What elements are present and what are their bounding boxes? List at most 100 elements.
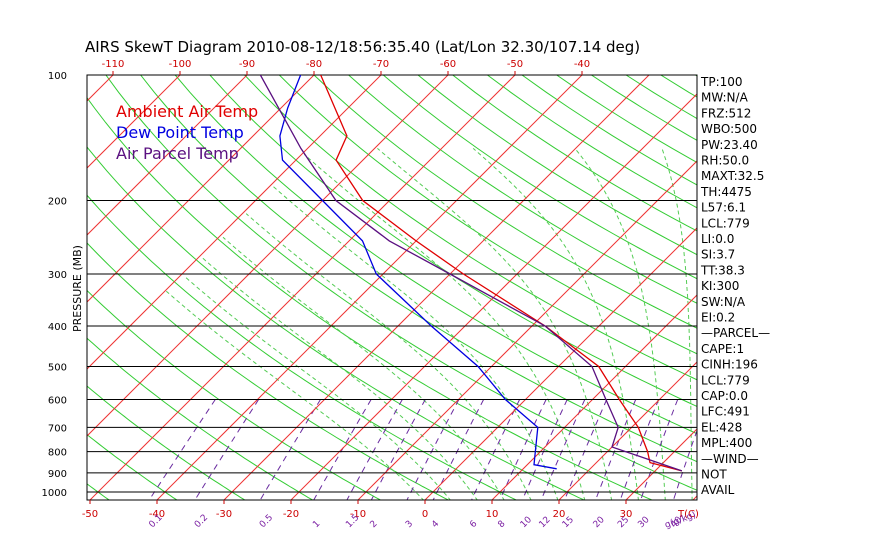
bottom-temp-label: -30 [216, 509, 232, 520]
mixing-ratio-label: 6 [468, 519, 479, 530]
index-label: CAP:0.0 [701, 389, 748, 403]
bottom-temp-label: 0 [422, 509, 428, 520]
profile-dew-point-temp [279, 75, 557, 470]
index-label: LFC:491 [701, 405, 750, 419]
top-temp-label: -100 [169, 59, 192, 70]
top-temp-label: -50 [507, 59, 523, 70]
index-label: MAXT:32.5 [701, 169, 764, 183]
index-label: L57:6.1 [701, 201, 746, 215]
dry-adiabat [174, 75, 697, 435]
isotherm [0, 70, 51, 505]
pressure-tick-label: 200 [48, 197, 67, 208]
mixing-ratio-label: 12 [538, 515, 553, 530]
pressure-tick-label: 800 [48, 448, 67, 459]
dry-adiabat [140, 75, 697, 463]
top-temp-label: -110 [102, 59, 125, 70]
mixing-ratio-line [595, 399, 637, 500]
index-label: CAPE:1 [701, 342, 744, 356]
isotherm [357, 160, 697, 500]
mixing-ratio-line [194, 399, 260, 500]
isotherm [87, 75, 382, 370]
isotherm [87, 75, 449, 437]
dry-adiabat [660, 75, 697, 98]
top-temp-label: -70 [373, 59, 389, 70]
moist-adiabat [165, 290, 425, 500]
bottom-temp-label: -50 [82, 509, 98, 520]
mixing-ratio-label: 2 [369, 519, 380, 530]
index-label: KI:300 [701, 279, 739, 293]
dry-adiabat [87, 385, 246, 500]
index-label: TH:4475 [700, 185, 752, 199]
moist-adiabat [222, 236, 505, 500]
legend-entry: Dew Point Temp [116, 123, 244, 142]
moist-adiabat [272, 186, 559, 500]
dry-adiabat [278, 75, 697, 355]
isotherm [156, 75, 583, 500]
dry-adiabat [244, 75, 697, 381]
dry-adiabat [87, 96, 654, 500]
dry-adiabat [209, 75, 697, 407]
index-label: MPL:400 [701, 436, 752, 450]
index-label: EL:428 [701, 420, 742, 434]
mixing-ratio-line [564, 399, 608, 500]
dry-adiabat [87, 146, 586, 500]
mixing-ratio-line [499, 399, 547, 500]
pressure-tick-label: 600 [48, 395, 67, 406]
index-label: MW:N/A [701, 91, 749, 105]
index-label: TT:38.3 [700, 263, 745, 277]
dry-adiabat [87, 483, 110, 500]
top-temp-label: -80 [306, 59, 322, 70]
isotherm [89, 75, 516, 500]
mixing-ratio-line [370, 399, 426, 500]
legend-entry: Ambient Air Temp [116, 102, 258, 121]
grid-lines [0, 70, 870, 505]
mixing-ratio-line [619, 399, 660, 500]
dry-adiabat [105, 75, 697, 491]
mixing-ratio-label: 30 [636, 515, 651, 530]
pressure-tick-label: 1000 [42, 488, 67, 499]
mixing-ratio-line [406, 399, 460, 500]
pressure-tick-label: 900 [48, 469, 67, 480]
mixing-ratio-label: 1 [311, 519, 322, 530]
top-temp-label: -90 [239, 59, 255, 70]
pressure-tick-label: 500 [48, 362, 67, 373]
pressure-tick-label: 300 [48, 270, 67, 281]
index-label: WBO:500 [701, 122, 757, 136]
mixing-ratio-label: 8 [496, 519, 507, 530]
dry-adiabat [87, 194, 518, 500]
bottom-temp-label: -10 [350, 509, 366, 520]
index-label: FRZ:512 [701, 106, 751, 120]
dry-adiabat [487, 75, 697, 209]
isotherm [558, 361, 697, 500]
mixing-ratio-line [313, 399, 372, 500]
plot-frame [86, 74, 698, 501]
isotherm [822, 70, 870, 505]
top-temp-label: -40 [574, 59, 590, 70]
profile-lines [259, 75, 683, 472]
index-label: LI:0.0 [701, 232, 734, 246]
dry-adiabat [800, 75, 870, 501]
mixing-ratio-line [521, 399, 568, 500]
mixing-ratio-line [640, 399, 679, 500]
moist-adiabat [202, 257, 478, 500]
pressure-tick-label: 700 [48, 423, 67, 434]
mixing-ratio-line [540, 399, 586, 500]
y-axis-label: PRESSURE (MB) [71, 245, 84, 332]
isotherm [755, 70, 870, 505]
pressure-tick-label: 400 [48, 322, 67, 333]
isotherm [424, 227, 697, 500]
temp-unit-label: T(C) [677, 509, 699, 520]
index-label: SI:3.7 [701, 248, 735, 262]
moist-adiabat [245, 213, 532, 500]
index-label: TP:100 [700, 75, 743, 89]
mixing-ratio-line [259, 399, 321, 500]
mixing-ratio-label: 0.5 [258, 513, 275, 530]
index-label: LCL:779 [701, 216, 750, 230]
legend-entry: Air Parcel Temp [116, 144, 239, 163]
index-label: EI:0.2 [701, 311, 735, 325]
dry-adiabat [348, 75, 697, 304]
dry-adiabat [417, 75, 697, 256]
mixing-ratio-line [672, 429, 697, 500]
